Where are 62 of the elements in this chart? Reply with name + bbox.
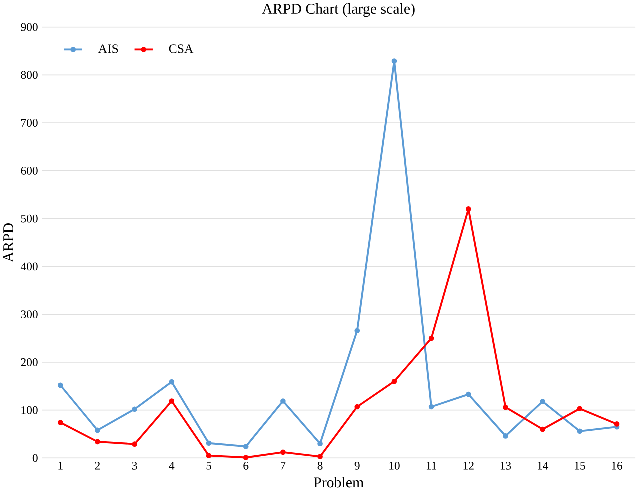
point (577, 406, 583, 412)
point (318, 441, 323, 446)
point (95, 428, 100, 433)
point (466, 206, 472, 212)
point (428, 404, 434, 410)
point (280, 450, 286, 456)
point (58, 382, 64, 388)
x-tick-label: 3 (132, 462, 138, 470)
x-tick-label: 13 (500, 462, 512, 470)
x-tick-label: 6 (244, 462, 249, 470)
x-tick-label: 8 (318, 462, 323, 470)
point (280, 398, 286, 404)
point (577, 428, 583, 434)
point (392, 58, 398, 64)
point (132, 442, 138, 447)
y-tick-label: 900 (21, 23, 38, 32)
x-tick-label: 15 (575, 462, 586, 470)
point (243, 444, 249, 450)
point (354, 404, 360, 410)
point (540, 398, 546, 404)
point (95, 439, 100, 444)
point (503, 433, 508, 439)
x-tick-label: 9 (354, 462, 360, 470)
y-tick-label: 600 (21, 166, 38, 175)
point (58, 420, 64, 426)
point (392, 378, 398, 384)
point (243, 454, 249, 460)
point (614, 421, 620, 427)
y-tick-label: 200 (21, 358, 38, 366)
y-tick-label: 500 (21, 214, 38, 223)
y-tick-label: 800 (21, 71, 38, 79)
x-tick-label: 14 (538, 462, 549, 470)
y-tick-label: 0 (32, 454, 38, 462)
x-tick-label: 5 (206, 462, 212, 470)
point (206, 453, 212, 458)
point (354, 328, 360, 334)
y-tick-label: 700 (22, 118, 38, 127)
point (318, 454, 323, 460)
point (540, 426, 546, 432)
x-tick-label: 2 (95, 462, 100, 470)
legend-label: AIS (98, 44, 118, 54)
point (169, 379, 175, 385)
y-tick-label: 100 (22, 406, 38, 414)
point (466, 392, 472, 398)
x-tick-label: 10 (390, 462, 400, 470)
point (503, 404, 508, 410)
y-tick-label: 400 (20, 262, 38, 271)
point (132, 406, 138, 412)
legend-label: CSA (169, 44, 194, 54)
x-tick-label: 4 (169, 462, 175, 470)
x-tick-label: 7 (281, 462, 286, 470)
point (428, 336, 434, 342)
x-axis-title: Problem (314, 477, 364, 488)
x-tick-label: 12 (464, 462, 474, 470)
y-axis-title: ARPD (4, 223, 14, 262)
x-tick-label: 1 (58, 462, 63, 470)
chart-title: ARPD Chart (large scale) (262, 3, 415, 17)
point (169, 398, 175, 404)
point (206, 440, 212, 446)
x-tick-label: 11 (426, 462, 436, 470)
y-tick-label: 300 (21, 310, 38, 318)
x-tick-label: 16 (612, 462, 623, 470)
